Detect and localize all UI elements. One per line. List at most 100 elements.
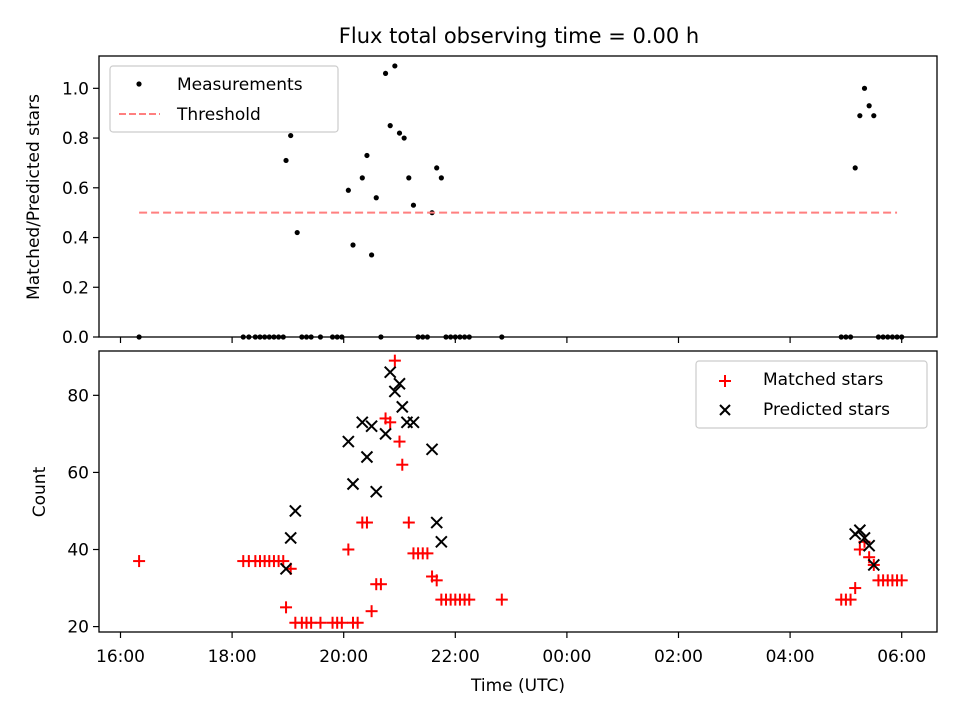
top-y-tick-label: 0.6	[62, 179, 89, 199]
predicted-point	[379, 427, 392, 441]
measurement-point	[434, 165, 440, 171]
bottom-x-axis-label: Time (UTC)	[470, 676, 565, 696]
measurement-point	[857, 113, 863, 119]
matched-point	[351, 616, 364, 629]
measurement-point	[387, 123, 393, 129]
matched-point	[402, 516, 415, 529]
bottom-x-tick-label: 00:00	[542, 647, 591, 667]
measurement-point	[382, 70, 389, 77]
top-y-ticks: 0.0 0.2 0.4 0.6 0.8 1.0	[62, 79, 99, 348]
predicted-point	[365, 419, 378, 433]
bottom-x-tick-label: 06:00	[877, 647, 926, 667]
predicted-point	[396, 400, 409, 414]
predicted-point	[862, 539, 876, 552]
predicted-point	[853, 524, 867, 537]
top-y-tick-label: 1.0	[62, 79, 89, 99]
legend-threshold-label: Threshold	[176, 105, 261, 125]
bottom-legend: Matched stars Predicted stars	[695, 360, 928, 429]
measurement-point	[401, 135, 407, 141]
top-y-tick-label: 0.8	[62, 129, 89, 149]
predicted-point	[279, 562, 293, 575]
matched-point	[384, 416, 397, 429]
measurement-point	[350, 242, 356, 248]
top-legend: Measurements Threshold	[109, 65, 339, 133]
measurement-point	[852, 165, 858, 171]
measurement-point	[410, 202, 417, 208]
bottom-x-tick-label: 20:00	[319, 647, 368, 667]
bottom-x-tick-label: 22:00	[431, 647, 480, 667]
measurement-point	[345, 187, 351, 193]
legend-predicted-marker	[719, 404, 731, 416]
predicted-point	[383, 365, 397, 379]
matched-point	[849, 582, 862, 595]
measurement-point	[369, 252, 375, 258]
measurement-point	[861, 85, 868, 91]
measurement-point	[373, 195, 379, 201]
measurement-point	[396, 130, 403, 136]
predicted-point	[425, 443, 439, 456]
measurement-point	[283, 157, 289, 164]
bottom-y-axis-label: Count	[30, 466, 50, 517]
legend-matched-marker	[719, 375, 731, 387]
matched-point	[314, 616, 327, 629]
matched-point	[396, 458, 409, 471]
top-y-axis-label: Matched/Predicted stars	[24, 94, 44, 300]
matched-point	[335, 616, 348, 629]
predicted-point	[858, 531, 871, 545]
predicted-point	[370, 485, 383, 498]
top-x-ticks	[119, 337, 903, 343]
predicted-point	[342, 435, 355, 448]
top-y-tick-label: 0.2	[62, 278, 89, 298]
predicted-point	[284, 531, 297, 545]
bottom-x-tick-label: 04:00	[766, 647, 815, 667]
predicted-point	[388, 385, 402, 398]
matched-point	[430, 574, 443, 587]
matched-point	[133, 555, 146, 568]
top-axes-frame	[98, 55, 938, 338]
measurement-point	[871, 113, 877, 119]
matched-point	[495, 593, 508, 606]
matched-point	[342, 543, 355, 556]
matched-point	[388, 354, 401, 367]
predicted-point	[867, 558, 881, 572]
bottom-axes-frame	[98, 350, 938, 633]
matched-point	[393, 435, 406, 448]
measurement-point	[359, 175, 365, 181]
predicted-point	[356, 416, 369, 429]
predicted-point	[289, 504, 302, 518]
measurement-point	[392, 63, 398, 69]
measurement-point	[288, 132, 294, 139]
bottom-y-tick-label: 60	[67, 463, 89, 483]
bottom-y-ticks: 20 40 60 80	[67, 386, 99, 638]
top-y-tick-label: 0.0	[62, 328, 89, 348]
matched-point	[360, 516, 373, 529]
matched-point	[853, 543, 866, 556]
legend-matched-label: Matched stars	[763, 370, 883, 390]
legend-predicted-label: Predicted stars	[763, 400, 890, 420]
matched-point	[844, 593, 857, 606]
predicted-point	[407, 416, 420, 429]
matched-point	[280, 601, 293, 614]
bottom-x-ticks: 16:00 18:00 20:00 22:00 00:00 02:00 04:00 06:00	[96, 632, 926, 667]
measurement-point	[406, 175, 412, 181]
predicted-point	[346, 477, 360, 491]
predicted-point	[435, 535, 448, 549]
bottom-x-tick-label: 18:00	[208, 647, 257, 667]
predicted-point	[430, 516, 443, 529]
top-plot-area	[136, 63, 905, 340]
legend-measurements-label: Measurements	[177, 75, 303, 95]
measurement-point	[294, 229, 300, 236]
bottom-x-tick-label: 16:00	[96, 647, 145, 667]
predicted-point	[393, 377, 406, 390]
measurement-point	[866, 103, 872, 109]
predicted-point	[360, 450, 374, 464]
legend-measurements-marker	[136, 81, 142, 87]
matched-point	[374, 578, 387, 591]
matched-point	[421, 547, 434, 560]
matched-point	[463, 593, 476, 606]
bottom-plot-area	[133, 354, 908, 629]
bottom-x-tick-label: 02:00	[654, 647, 703, 667]
matched-point	[895, 574, 908, 587]
bottom-y-tick-label: 80	[67, 386, 89, 406]
